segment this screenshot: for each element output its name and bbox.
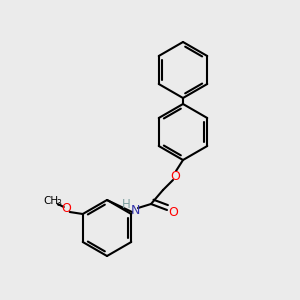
Text: O: O — [170, 169, 180, 182]
Text: 3: 3 — [56, 199, 61, 208]
Text: O: O — [168, 206, 178, 218]
Text: O: O — [61, 202, 71, 215]
Text: CH: CH — [43, 196, 58, 206]
Text: N: N — [130, 203, 140, 217]
Text: H: H — [122, 199, 130, 212]
